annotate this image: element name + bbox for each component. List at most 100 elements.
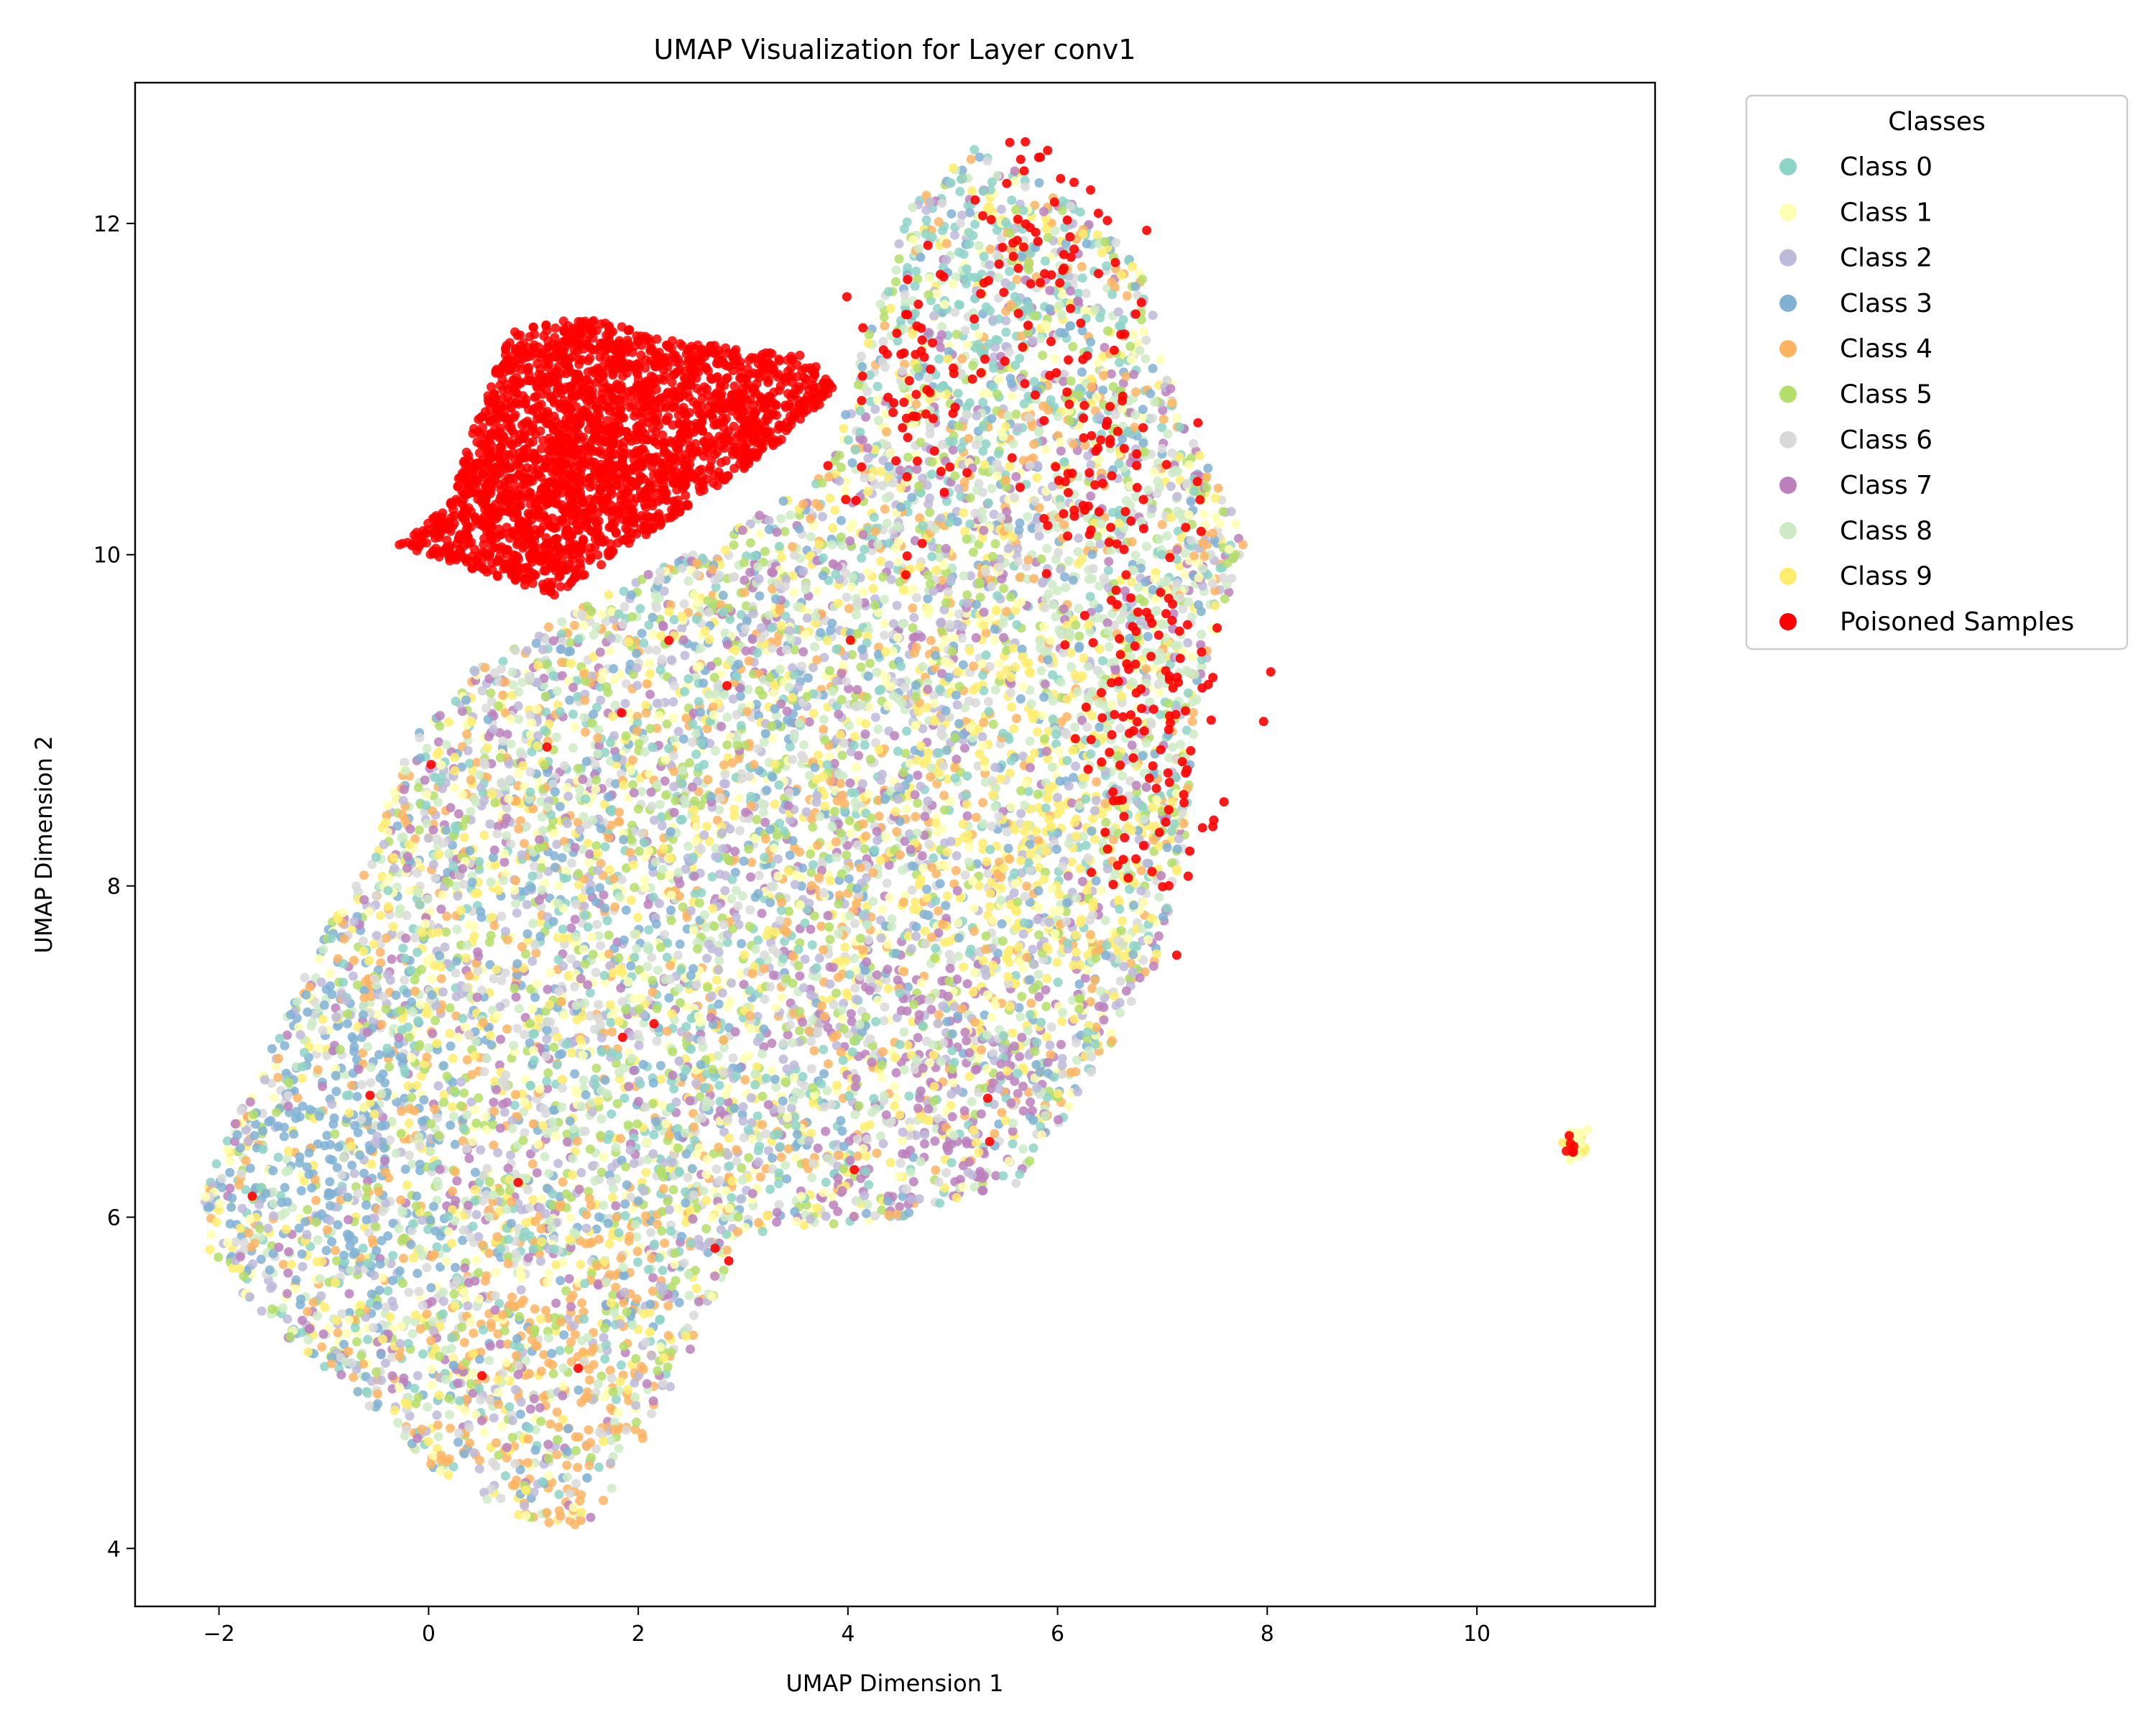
data-point-class-5 — [330, 1129, 340, 1139]
data-point-class-5 — [416, 965, 426, 975]
data-point-class-9 — [968, 987, 978, 997]
data-point-class-0 — [962, 402, 972, 412]
data-point-class-9 — [1032, 473, 1042, 483]
data-point-class-3 — [941, 901, 951, 911]
data-point-class-5 — [267, 1304, 277, 1314]
data-point-class-0 — [1097, 656, 1107, 666]
data-point-class-5 — [939, 805, 949, 815]
data-point-class-8 — [996, 895, 1006, 905]
data-point-class-5 — [1112, 751, 1123, 761]
data-point-class-1 — [812, 586, 822, 596]
data-point-class-4 — [1023, 1087, 1033, 1097]
data-point-class-4 — [544, 622, 553, 632]
data-point-class-1 — [791, 1153, 801, 1163]
data-point-class-4 — [898, 897, 908, 907]
data-point-class-4 — [519, 839, 529, 849]
data-point-class-6 — [617, 875, 627, 885]
chart-title: UMAP Visualization for Layer conv1 — [654, 34, 1136, 65]
data-point-class-7 — [959, 743, 969, 753]
data-point-class-3 — [436, 1262, 445, 1272]
data-point-class-8 — [1176, 740, 1185, 750]
data-point-class-2 — [916, 781, 926, 791]
data-point-class-2 — [702, 953, 712, 963]
data-point-class-2 — [510, 1384, 520, 1394]
data-point-class-5 — [591, 841, 602, 851]
data-point-class-7 — [821, 1126, 831, 1136]
data-point-class-8 — [727, 894, 737, 903]
data-point-class-4 — [535, 1249, 545, 1259]
data-point-class-2 — [814, 953, 824, 963]
data-point-class-0 — [568, 709, 578, 719]
data-point-class-7 — [1086, 491, 1096, 501]
data-point-class-9 — [1009, 724, 1019, 734]
data-point-class-1 — [599, 1152, 609, 1162]
data-point-class-6 — [786, 1020, 795, 1030]
data-point-class-2 — [778, 1054, 788, 1064]
data-point-class-0 — [418, 1349, 428, 1359]
data-point-class-7 — [783, 1030, 793, 1040]
data-point-class-7 — [648, 1396, 658, 1406]
data-point-class-8 — [280, 1208, 290, 1218]
data-point-class-8 — [1033, 970, 1044, 980]
data-point-class-6 — [683, 1172, 693, 1182]
data-point-class-9 — [604, 590, 614, 600]
data-point-class-3 — [267, 1044, 277, 1054]
data-point-class-3 — [556, 1276, 566, 1286]
data-point-class-4 — [908, 603, 918, 613]
data-point-class-6 — [497, 778, 507, 788]
data-point-class-9 — [1007, 702, 1017, 712]
data-point-class-3 — [916, 748, 926, 758]
data-point-class-3 — [600, 903, 610, 914]
data-point-class-3 — [413, 1269, 423, 1279]
data-point-class-4 — [950, 763, 959, 773]
data-point-class-6 — [728, 1053, 738, 1063]
data-point-class-1 — [838, 660, 848, 670]
data-point-class-7 — [930, 1136, 940, 1146]
data-point-class-4 — [1141, 664, 1151, 674]
data-point-class-7 — [387, 1371, 397, 1381]
data-point-class-7 — [829, 1200, 839, 1210]
data-point-class-9 — [721, 545, 731, 555]
data-point-class-5 — [836, 532, 846, 542]
data-point-class-4 — [1122, 291, 1132, 301]
data-point-class-6 — [400, 758, 410, 768]
data-point-class-4 — [528, 1159, 538, 1169]
data-point-class-8 — [544, 1169, 554, 1179]
data-point-class-7 — [586, 1512, 596, 1522]
data-point-class-9 — [850, 732, 860, 742]
data-point-class-4 — [658, 1184, 668, 1194]
data-point-class-0 — [946, 178, 956, 188]
data-point-class-2 — [966, 571, 976, 581]
data-point-class-3 — [699, 678, 709, 688]
data-point-class-5 — [990, 539, 1000, 548]
data-point-class-6 — [385, 1135, 395, 1145]
data-point-class-2 — [996, 204, 1006, 214]
data-point-class-8 — [452, 924, 462, 934]
data-point-class-9 — [959, 962, 968, 972]
data-point-class-0 — [938, 226, 948, 236]
data-point-class-8 — [552, 732, 561, 742]
data-point-class-4 — [552, 1407, 562, 1417]
data-point-class-0 — [1025, 1010, 1035, 1020]
data-point-class-8 — [562, 1472, 572, 1482]
data-point-class-3 — [1039, 692, 1049, 702]
data-point-class-8 — [1083, 661, 1093, 671]
data-point-class-5 — [834, 899, 844, 909]
data-point-class-6 — [375, 939, 385, 949]
data-point-class-7 — [344, 1289, 354, 1299]
data-point-class-8 — [449, 1112, 459, 1121]
data-point-class-4 — [852, 1151, 862, 1161]
data-point-class-1 — [648, 630, 658, 640]
data-point-class-0 — [320, 1361, 330, 1371]
data-point-class-8 — [873, 724, 883, 734]
data-point-class-9 — [808, 709, 819, 719]
data-point-class-4 — [911, 399, 921, 409]
data-point-class-8 — [1052, 586, 1062, 596]
data-point-class-3 — [626, 961, 636, 971]
data-point-class-0 — [752, 648, 763, 658]
data-point-class-5 — [213, 1252, 224, 1262]
data-point-class-2 — [587, 1107, 597, 1117]
data-point-class-0 — [844, 435, 853, 445]
data-point-class-6 — [1178, 604, 1188, 614]
